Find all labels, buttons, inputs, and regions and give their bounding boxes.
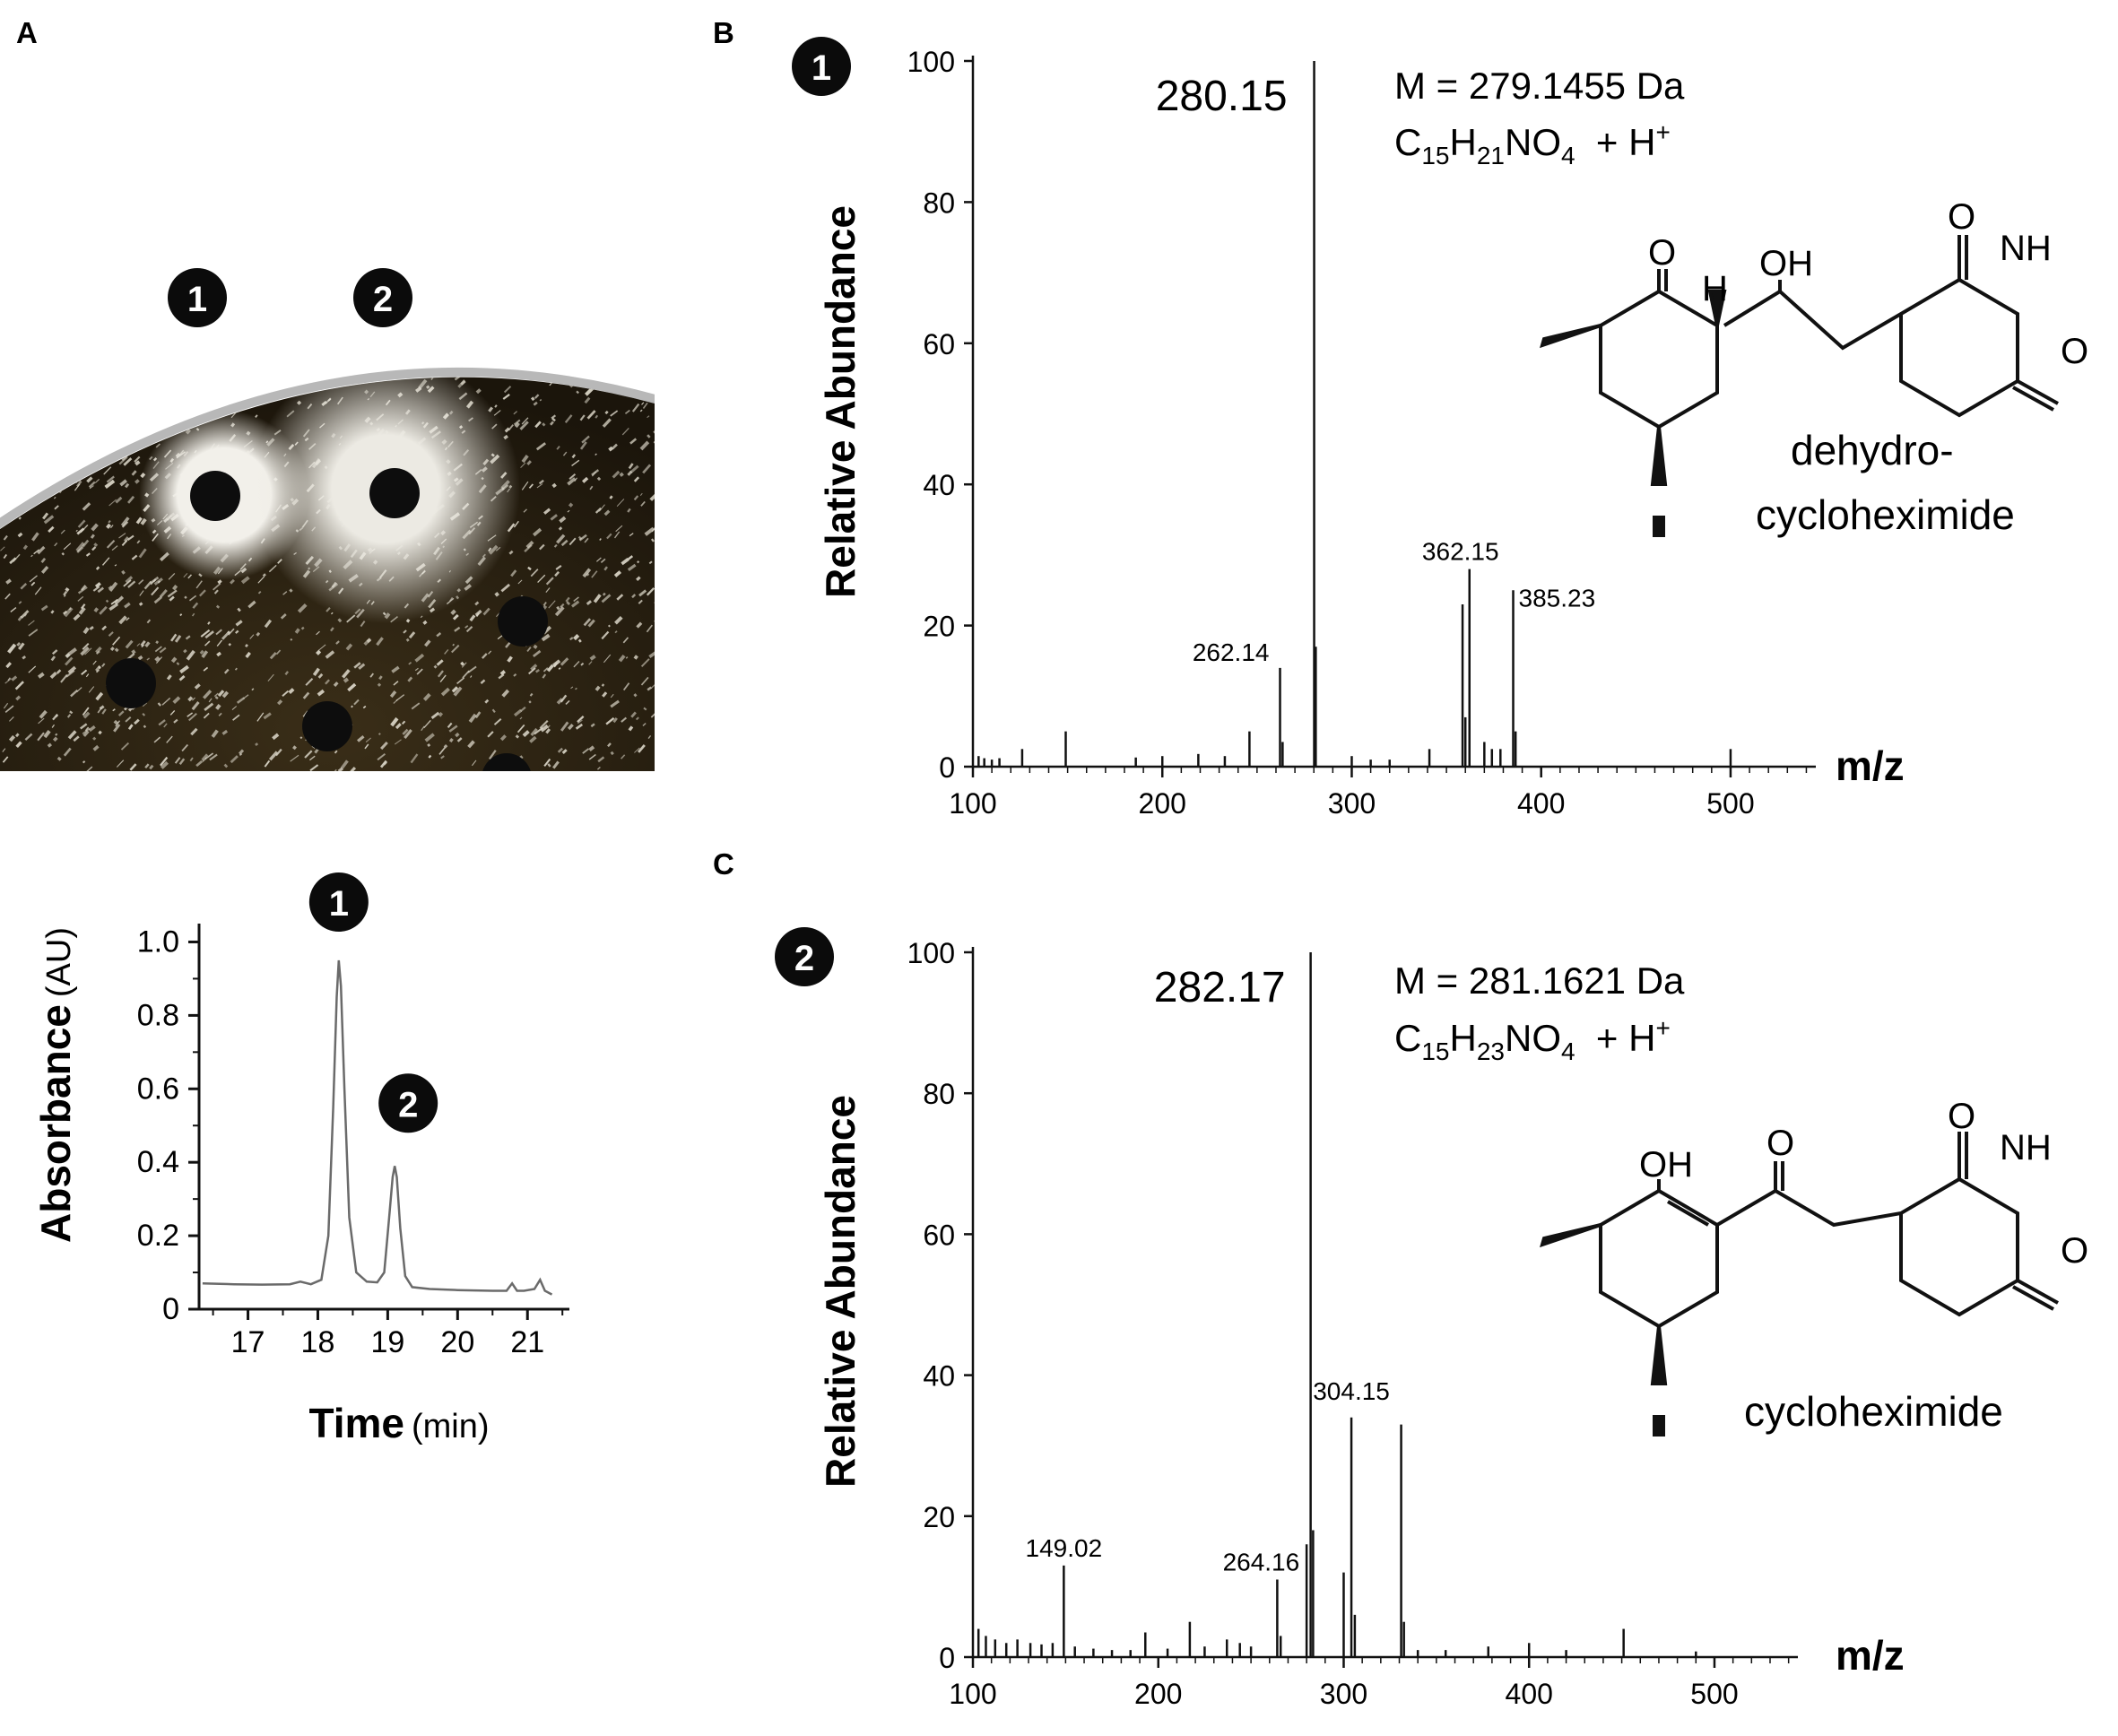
spectrum-2-mass: M = 281.1621 Da [1394,959,1685,1002]
plate-badge-2: 2 [353,268,412,327]
chrom-y-tick-label: 1.0 [137,924,179,959]
atom-oh-ring: OH [1639,1145,1693,1185]
spectrum-2-peak-label: 264.16 [1223,1549,1300,1576]
atom-o-right: O [2061,332,2088,371]
spectrum-1-y-tick-label: 60 [923,328,955,360]
spectrum-1-x-tick-label: 200 [1139,787,1186,820]
spectrum-2-peak-label: 282.17 [1154,964,1286,1011]
svg-text:1: 1 [329,884,349,924]
chrom-x-axis-title: Time (min) [308,1400,489,1446]
atom-h: H [1702,269,1728,308]
chrom-y-axis-title: Absorbance(AU) [32,927,79,1243]
spectrum-2-y-tick-label: 20 [923,1501,955,1533]
svg-text:2: 2 [398,1085,418,1124]
spectrum-1-x-tick-label: 300 [1328,787,1376,820]
spectrum-2-peak-label: 149.02 [1026,1534,1103,1562]
mass-spectrum-1: 1 Relative Abundance m/z 0 20 40 60 80 100 100… [792,37,2088,820]
chrom-y-tick-label: 0.6 [137,1072,179,1106]
svg-text:1: 1 [812,48,831,88]
chromatogram: 0 0.2 0.4 0.6 0.8 1.0 17 18 19 20 21 1 2 Absorbanc… [32,872,569,1446]
disc-3 [498,596,548,647]
svg-text:2: 2 [373,280,393,319]
spectrum-2-x-tick-label: 500 [1690,1678,1738,1710]
structure-cycloheximide [1540,1132,2059,1437]
plate-rim [0,367,660,529]
spectrum-2-x-tick-label: 100 [949,1678,996,1710]
spectrum-2-y-tick-label: 60 [923,1219,955,1251]
chrom-x-tick-label: 21 [510,1325,544,1359]
spectrum-1-y-axis-title: Relative Abundance [817,205,864,598]
svg-text:1: 1 [187,280,207,319]
compound-name-1-line1: dehydro- [1791,427,1954,473]
spectrum-1-mass: M = 279.1455 Da [1394,65,1685,107]
atom-o-ring: O [1648,233,1676,273]
spectrum-2-x-tick-label: 300 [1320,1678,1367,1710]
spectrum-1-x-tick-label: 500 [1706,787,1754,820]
spectrum-badge-2: 2 [775,927,834,986]
chromatogram-trace [202,959,553,1296]
spectrum-2-y-tick-label: 80 [923,1078,955,1110]
atom-o-top: O [1948,197,1975,237]
structure-dehydrocycloheximide [1540,235,2059,537]
spectrum-1-peak-label: 280.15 [1156,73,1288,120]
atom-o-top: O [1948,1097,1975,1136]
atom-o-ketone: O [1766,1124,1794,1163]
spectrum-1-y-tick-label: 80 [923,187,955,219]
chrom-badge-2: 2 [378,1073,438,1133]
atom-o-right: O [2061,1231,2088,1271]
atom-nh: NH [2000,229,2052,268]
spectrum-2-x-axis-title: m/z [1836,1632,1905,1679]
panel-label-a: A [16,16,38,49]
spectrum-2-x-tick-label: 200 [1134,1678,1182,1710]
svg-text:2: 2 [794,939,814,978]
spectrum-1-peak-label: 262.14 [1193,638,1270,666]
spectrum-2-peak-label: 304.15 [1313,1377,1390,1405]
chrom-y-tick-label: 0.8 [137,998,179,1032]
chrom-x-tick-label: 19 [370,1325,404,1359]
disc-5 [302,701,352,751]
spectrum-2-y-tick-label: 0 [939,1642,955,1674]
spectrum-1-peak-label: 385.23 [1519,584,1596,612]
chrom-y-tick-label: 0.4 [137,1145,179,1179]
chrom-badge-1: 1 [308,872,369,932]
chrom-y-tick-label: 0 [162,1292,179,1326]
compound-name-2: cycloheximide [1744,1388,2003,1435]
panel-label-b: B [713,16,734,49]
spectrum-1-formula: C15H21NO4 + H+ [1394,118,1671,169]
agar-plate-photo [0,341,665,771]
spectrum-1-y-tick-label: 40 [923,469,955,501]
disc-2 [369,468,420,518]
spectrum-1-x-tick-label: 400 [1517,787,1565,820]
spectrum-2-y-tick-label: 40 [923,1360,955,1393]
spectrum-1-y-tick-label: 20 [923,611,955,643]
disc-6 [482,753,532,771]
atom-nh: NH [2000,1128,2052,1167]
chrom-y-tick-label: 0.2 [137,1219,179,1253]
spectrum-1-x-axis-title: m/z [1836,742,1905,789]
chrom-x-tick-label: 20 [440,1325,474,1359]
spectrum-1-y-tick-label: 100 [907,46,955,78]
compound-name-1-line2: cycloheximide [1756,491,2015,538]
disc-4 [106,658,156,708]
spectrum-2-x-tick-label: 400 [1506,1678,1553,1710]
plate-badge-1: 1 [168,268,227,327]
panel-label-c: C [713,847,734,881]
spectrum-1-x-tick-label: 100 [949,787,996,820]
spectrum-2-formula: C15H23NO4 + H+ [1394,1014,1671,1065]
spectrum-1-peak-label: 362.15 [1422,538,1499,566]
spectrum-1-y-tick-label: 0 [939,751,955,784]
spectrum-2-y-axis-title: Relative Abundance [817,1095,864,1488]
mass-spectrum-2: 2 Relative Abundance m/z 0 20 40 60 80 100 100… [775,927,2088,1710]
atom-oh: OH [1759,244,1813,283]
spectrum-badge-1: 1 [792,37,851,96]
chrom-x-tick-label: 17 [231,1325,265,1359]
disc-1 [190,471,240,521]
chrom-x-tick-label: 18 [301,1325,335,1359]
spectrum-2-y-tick-label: 100 [907,937,955,969]
